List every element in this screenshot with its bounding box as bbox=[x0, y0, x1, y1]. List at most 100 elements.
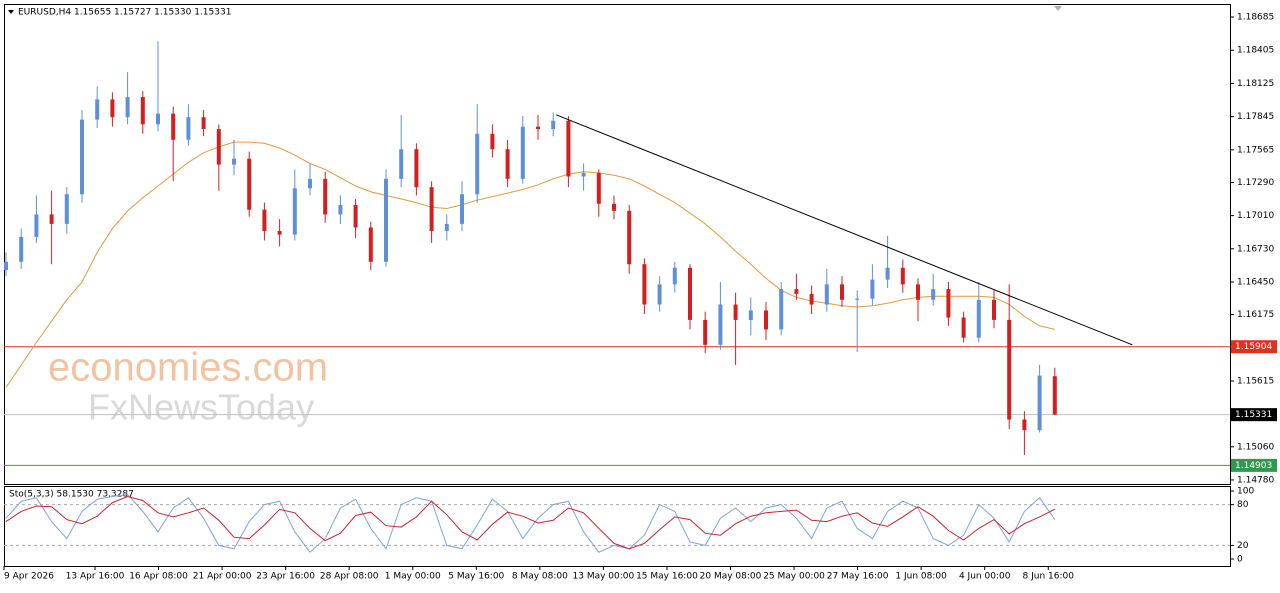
level-label-box bbox=[1231, 458, 1277, 472]
level-label: 1.15331 bbox=[1235, 410, 1272, 420]
level-label-box bbox=[1231, 408, 1277, 422]
y-tick-label: 0 bbox=[1237, 554, 1243, 564]
x-tick-label: 25 May 00:00 bbox=[763, 572, 825, 582]
candle-body bbox=[672, 267, 677, 285]
candle-body bbox=[703, 319, 708, 345]
candle-body bbox=[1037, 375, 1042, 431]
candle-body bbox=[353, 204, 358, 228]
y-tick-label: 1.18685 bbox=[1237, 13, 1274, 23]
plot-layer: 1.18685 1.18405 1.18125 1.17845 1.17565 1.172… bbox=[3, 13, 1277, 582]
x-tick-label: 13 Apr 16:00 bbox=[66, 572, 125, 582]
y-tick-label: 1.18405 bbox=[1237, 46, 1274, 56]
candle-body bbox=[520, 126, 525, 179]
candle-body bbox=[444, 223, 449, 232]
chart-header: EURUSD,H4 1.15655 1.15727 1.15330 1.1533… bbox=[18, 8, 231, 18]
candle-body bbox=[368, 227, 373, 262]
candle-body bbox=[657, 284, 662, 305]
candle-body bbox=[870, 279, 875, 299]
y-tick-label: 1.16730 bbox=[1237, 244, 1274, 254]
menu-arrow[interactable] bbox=[8, 10, 14, 14]
x-tick-label: 5 May 16:00 bbox=[448, 572, 504, 582]
x-tick-label: 9 Apr 2026 bbox=[4, 572, 54, 582]
y-tick-label: 1.16450 bbox=[1237, 277, 1274, 287]
moving-average bbox=[5, 141, 1055, 388]
y-tick-label: 1.17290 bbox=[1237, 178, 1274, 188]
watermark: economies.com bbox=[48, 346, 328, 390]
stochastic-line bbox=[5, 495, 1056, 550]
y-tick-label: 100 bbox=[1237, 487, 1254, 497]
candle-body bbox=[840, 284, 844, 300]
candle-body bbox=[794, 289, 799, 294]
candle-body bbox=[764, 310, 768, 330]
y-tick-label: 1.17845 bbox=[1237, 112, 1274, 122]
candle-body bbox=[186, 117, 191, 140]
candle-body bbox=[171, 113, 176, 140]
x-tick-label: 20 May 08:00 bbox=[700, 572, 762, 582]
y-tick-label: 20 bbox=[1237, 541, 1249, 551]
indicator-title: Sto(5,3,3) 58.1530 73.3287 bbox=[9, 490, 134, 500]
candle-body bbox=[733, 304, 738, 320]
candle-body bbox=[976, 299, 981, 338]
candle-body bbox=[718, 304, 723, 345]
candle-body bbox=[201, 117, 206, 130]
price-panel-frame bbox=[4, 4, 1231, 485]
candle-body bbox=[1007, 319, 1012, 420]
x-tick-label: 13 May 00:00 bbox=[573, 572, 635, 582]
candle-body bbox=[566, 120, 571, 177]
x-tick-label: 8 May 08:00 bbox=[512, 572, 568, 582]
y-tick-label: 1.15615 bbox=[1237, 376, 1274, 386]
candle-body bbox=[34, 214, 39, 237]
candle-body bbox=[110, 99, 115, 118]
trendline bbox=[556, 114, 1133, 346]
candle-body bbox=[247, 158, 252, 210]
candle-body bbox=[748, 310, 753, 320]
x-tick-label: 16 Apr 08:00 bbox=[129, 572, 188, 582]
candle-body bbox=[612, 203, 616, 211]
level-label-box bbox=[1231, 340, 1277, 354]
candle-body bbox=[885, 267, 890, 280]
candle-body bbox=[4, 261, 8, 271]
candle-body bbox=[688, 267, 692, 320]
candle-body bbox=[551, 120, 556, 130]
candle-body bbox=[323, 178, 328, 215]
candle-body bbox=[140, 97, 145, 125]
y-tick-label: 1.15060 bbox=[1237, 442, 1274, 452]
candle-body bbox=[505, 149, 510, 179]
candle-body bbox=[900, 267, 905, 285]
candle-body bbox=[429, 187, 434, 232]
y-tick-label: 80 bbox=[1237, 500, 1249, 510]
x-tick-label: 1 Jun 08:00 bbox=[895, 572, 947, 582]
candle-body bbox=[125, 97, 130, 118]
candle-body bbox=[809, 293, 814, 305]
candle-body bbox=[536, 126, 540, 130]
candle-body bbox=[931, 289, 936, 300]
candle-body bbox=[216, 129, 221, 165]
candle-body bbox=[581, 172, 586, 177]
candle-body bbox=[490, 133, 495, 150]
y-tick-label: 1.14780 bbox=[1237, 475, 1274, 485]
x-tick-label: 21 Apr 00:00 bbox=[193, 572, 252, 582]
x-tick-label: 4 Jun 00:00 bbox=[959, 572, 1011, 582]
candle-body bbox=[292, 188, 297, 235]
candle-body bbox=[855, 298, 860, 300]
y-tick-label: 1.16175 bbox=[1237, 310, 1274, 320]
x-tick-label: 27 May 16:00 bbox=[827, 572, 889, 582]
candle-body bbox=[338, 204, 343, 215]
x-tick-label: 23 Apr 16:00 bbox=[256, 572, 315, 582]
y-tick-label: 1.17010 bbox=[1237, 211, 1274, 221]
watermark: FxNewsToday bbox=[88, 387, 314, 428]
candle-body bbox=[414, 149, 419, 188]
x-tick-label: 15 May 16:00 bbox=[636, 572, 698, 582]
candle-body bbox=[308, 178, 312, 189]
y-tick-label: 1.18125 bbox=[1237, 79, 1274, 89]
candle-body bbox=[384, 178, 388, 262]
candle-body bbox=[824, 284, 829, 305]
candle-body bbox=[946, 289, 951, 318]
candle-body bbox=[19, 236, 24, 262]
candle-body bbox=[1022, 419, 1027, 431]
candle-body bbox=[95, 99, 100, 120]
x-tick-label: 1 May 00:00 bbox=[385, 572, 441, 582]
candle-body bbox=[277, 231, 282, 235]
